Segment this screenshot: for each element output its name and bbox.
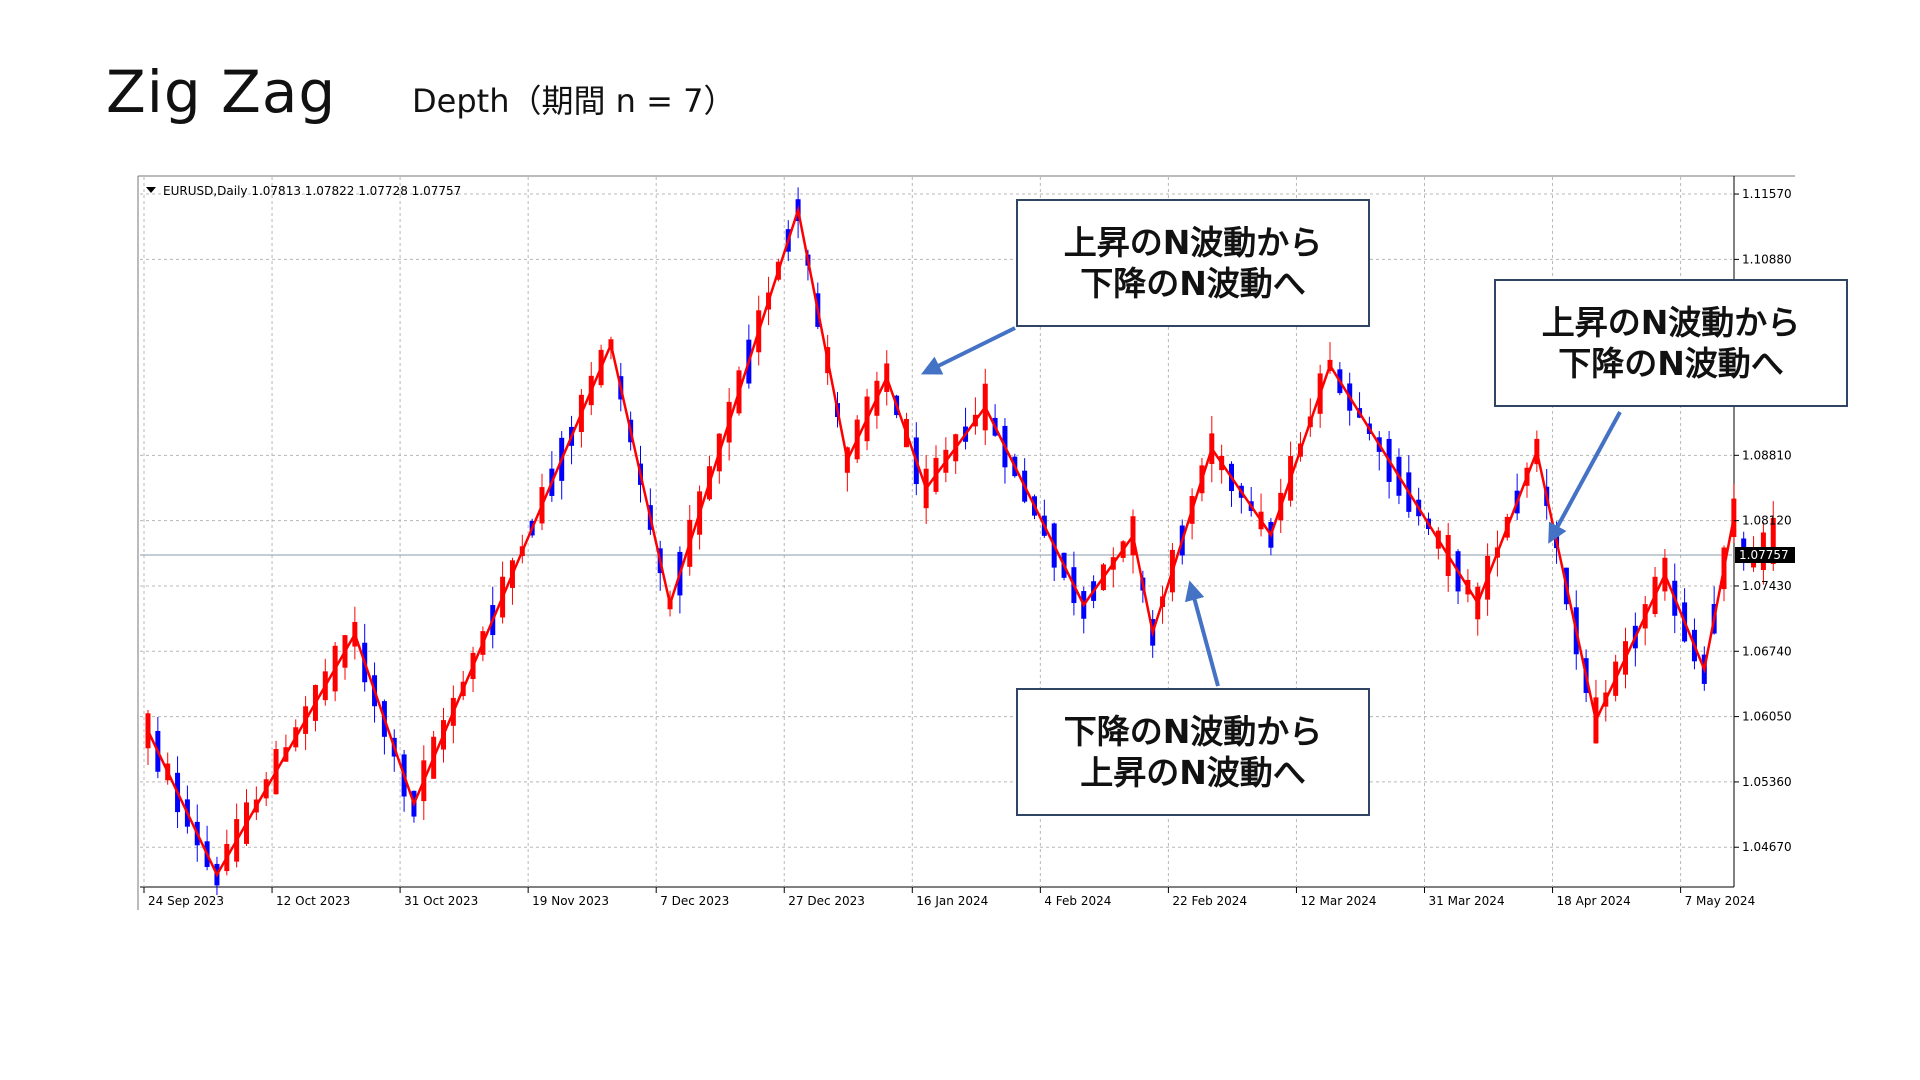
x-tick-label: 19 Nov 2023 [532, 894, 609, 908]
y-tick-label: 1.10880 [1742, 252, 1792, 266]
callout-box-top-center: 上昇のN波動から 下降のN波動へ [1016, 199, 1370, 327]
x-tick-label: 24 Sep 2023 [148, 894, 224, 908]
candle [963, 407, 969, 450]
slide-subtitle: Depth（期間 n = 7） [412, 82, 736, 120]
symbol-header: EURUSD,Daily 1.07813 1.07822 1.07728 1.0… [163, 184, 461, 198]
candle [972, 397, 978, 435]
x-tick-label: 12 Mar 2024 [1300, 894, 1376, 908]
y-tick-label: 1.08120 [1742, 514, 1792, 528]
x-tick-label: 7 May 2024 [1685, 894, 1756, 908]
candle [1229, 461, 1234, 507]
callout-box-right: 上昇のN波動から 下降のN波動へ [1494, 279, 1848, 407]
candle [953, 433, 959, 474]
y-tick-label: 1.04670 [1742, 840, 1792, 854]
candle [1258, 493, 1264, 537]
x-tick-label: 18 Apr 2024 [1557, 894, 1631, 908]
candle [1041, 499, 1047, 538]
callout-text-line-2: 上昇のN波動へ [1080, 753, 1306, 792]
callout-text-line-1: 下降のN波動から [1063, 711, 1323, 751]
callout-box-bottom-center: 下降のN波動から 上昇のN波動へ [1016, 688, 1370, 816]
y-tick-label: 1.05360 [1742, 775, 1792, 789]
candle [1406, 455, 1412, 518]
header-dropdown-icon [146, 187, 156, 193]
candle [145, 710, 151, 765]
arrow-bottom-callout [1184, 580, 1220, 687]
x-tick-label: 4 Feb 2024 [1044, 894, 1111, 908]
x-tick-label: 22 Feb 2024 [1172, 894, 1247, 908]
candle [1475, 582, 1481, 636]
candle [1731, 483, 1737, 544]
candle-body [1770, 517, 1776, 564]
x-tick-label: 16 Jan 2024 [916, 894, 988, 908]
candle [1376, 431, 1382, 471]
y-tick-label: 1.11570 [1742, 187, 1792, 201]
x-tick-label: 31 Oct 2023 [404, 894, 478, 908]
y-tick-label: 1.07430 [1742, 579, 1792, 593]
x-tick-label: 27 Dec 2023 [788, 894, 865, 908]
callout-text-line-2: 下降のN波動へ [1080, 264, 1306, 303]
candle [1081, 586, 1087, 634]
y-tick-label: 1.06050 [1742, 710, 1792, 724]
slide-title: Zig Zag [106, 58, 337, 126]
arrow-top-callout [921, 326, 1016, 375]
current-price-label: 1.07757 [1739, 548, 1789, 562]
candle [244, 789, 249, 847]
callout-text-line-1: 上昇のN波動から [1541, 302, 1801, 342]
y-tick-label: 1.08810 [1742, 448, 1792, 462]
y-tick-label: 1.06740 [1742, 644, 1792, 658]
callout-text-line-2: 下降のN波動へ [1558, 344, 1784, 383]
candle [933, 445, 939, 495]
x-tick-label: 12 Oct 2023 [276, 894, 350, 908]
x-tick-label: 7 Dec 2023 [660, 894, 729, 908]
current-price-tag [1735, 547, 1795, 564]
callout-text-line-1: 上昇のN波動から [1063, 222, 1323, 262]
callout-arrows [921, 326, 1622, 687]
chart-axes: EURUSD,Daily 1.07813 1.07822 1.07728 1.0… [143, 184, 1795, 908]
arrow-right-callout [1548, 411, 1622, 544]
chart-grid [140, 177, 1732, 887]
x-tick-label: 31 Mar 2024 [1429, 894, 1505, 908]
candle [1455, 549, 1461, 605]
candle [342, 634, 348, 680]
